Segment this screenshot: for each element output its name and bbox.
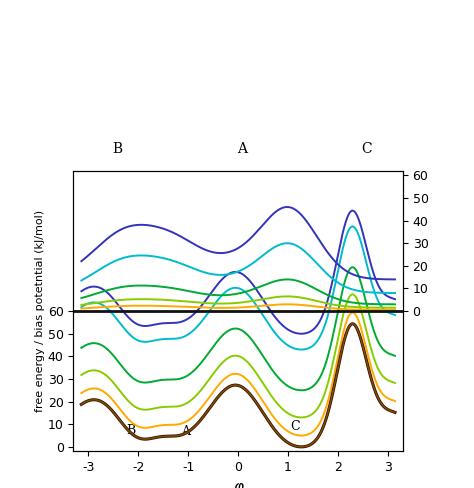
X-axis label: φ: φ <box>233 480 243 488</box>
Text: B: B <box>112 142 122 156</box>
Text: B: B <box>126 424 135 437</box>
Text: A: A <box>181 425 190 438</box>
Text: A: A <box>237 142 247 156</box>
Y-axis label: free energy / bias potetntial (kJ/mol): free energy / bias potetntial (kJ/mol) <box>35 210 45 412</box>
Text: C: C <box>361 142 372 156</box>
Text: C: C <box>291 420 300 433</box>
